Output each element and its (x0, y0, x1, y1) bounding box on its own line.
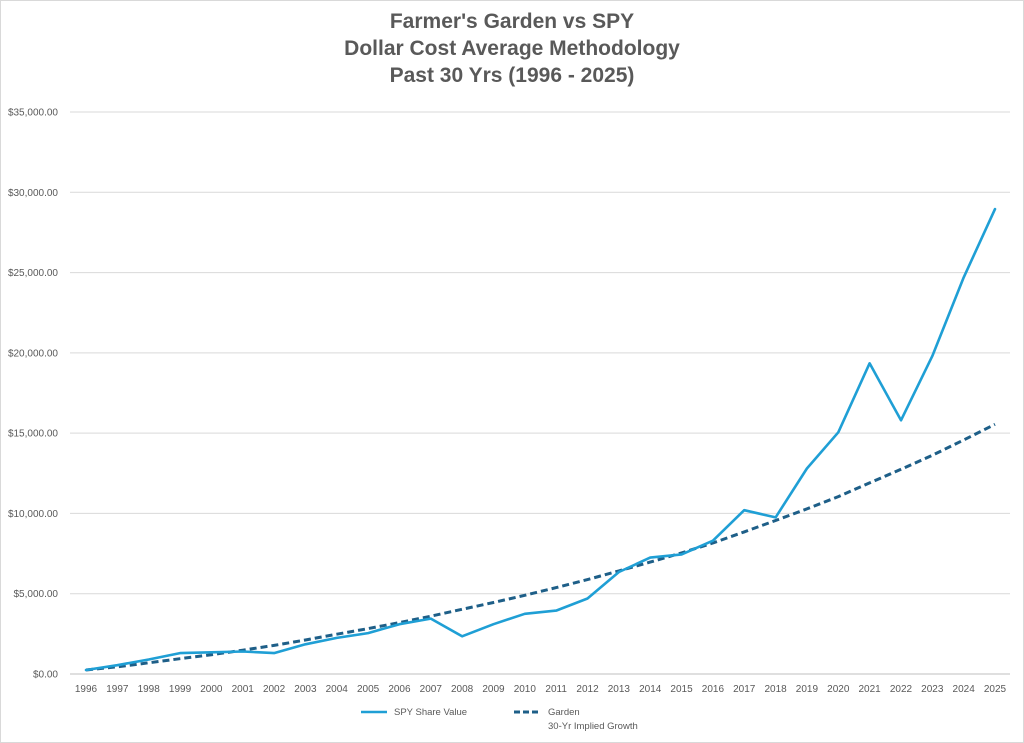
legend-label-garden: Garden (548, 707, 580, 718)
x-tick-label: 2009 (482, 684, 505, 695)
x-tick-label: 2011 (545, 684, 567, 695)
x-tick-label: 2001 (232, 684, 255, 695)
chart-title-line-3: Past 30 Yrs (1996 - 2025) (389, 64, 635, 87)
x-tick-label: 2015 (670, 684, 693, 695)
x-tick-label: 2005 (357, 684, 380, 695)
x-tick-label: 2003 (294, 684, 317, 695)
x-tick-label: 2002 (263, 684, 286, 695)
x-tick-label: 2022 (890, 684, 913, 695)
x-tick-label: 2020 (827, 684, 850, 695)
x-tick-label: 2008 (451, 684, 474, 695)
x-tick-label: 2012 (576, 684, 599, 695)
x-tick-label: 1996 (75, 684, 98, 695)
x-tick-label: 2014 (639, 684, 662, 695)
x-tick-label: 2010 (514, 684, 537, 695)
x-tick-label: 1999 (169, 684, 192, 695)
x-tick-label: 2017 (733, 684, 756, 695)
series-lines (84, 207, 997, 672)
x-tick-label: 2023 (921, 684, 944, 695)
y-tick-label: $10,000.00 (8, 509, 58, 520)
y-tick-label: $20,000.00 (8, 348, 58, 359)
gridlines (70, 111, 1010, 675)
x-tick-label: 2021 (858, 684, 881, 695)
y-axis-tick-labels: $0.00 $5,000.00 $10,000.00 $15,000.00 $20,00… (8, 108, 58, 681)
x-tick-label: 2018 (764, 684, 787, 695)
x-tick-label: 2016 (702, 684, 725, 695)
x-tick-label: 2006 (388, 684, 411, 695)
x-tick-label: 2013 (608, 684, 631, 695)
legend-label-spy: SPY Share Value (394, 707, 467, 718)
legend-label-garden-line2: 30-Yr Implied Growth (548, 721, 638, 732)
series-line-garden (85, 422, 996, 672)
y-tick-label: $25,000.00 (8, 268, 58, 279)
x-tick-label: 2025 (984, 684, 1007, 695)
x-tick-label: 2024 (953, 684, 976, 695)
x-tick-label: 2007 (420, 684, 443, 695)
legend: SPY Share Value Garden 30-Yr Implied Gro… (361, 707, 638, 732)
y-tick-label: $30,000.00 (8, 188, 58, 199)
x-tick-label: 1997 (106, 684, 129, 695)
x-tick-label: 2019 (796, 684, 819, 695)
x-tick-label: 2004 (326, 684, 349, 695)
x-axis-tick-labels: 1996 1997 1998 1999 2000 2001 2002 2003 2004 2005… (75, 684, 1007, 695)
y-tick-label: $15,000.00 (8, 429, 58, 440)
chart-title: Farmer's Garden vs SPY Dollar Cost Avera… (0, 8, 1024, 89)
x-tick-label: 1998 (138, 684, 161, 695)
series-line-spy (84, 207, 997, 672)
y-tick-label: $35,000.00 (8, 108, 58, 119)
chart-title-line-2: Dollar Cost Average Methodology (344, 37, 680, 60)
y-tick-label: $5,000.00 (14, 589, 59, 600)
chart-title-line-1: Farmer's Garden vs SPY (389, 10, 635, 33)
x-tick-label: 2000 (200, 684, 223, 695)
y-tick-label: $0.00 (33, 670, 58, 681)
